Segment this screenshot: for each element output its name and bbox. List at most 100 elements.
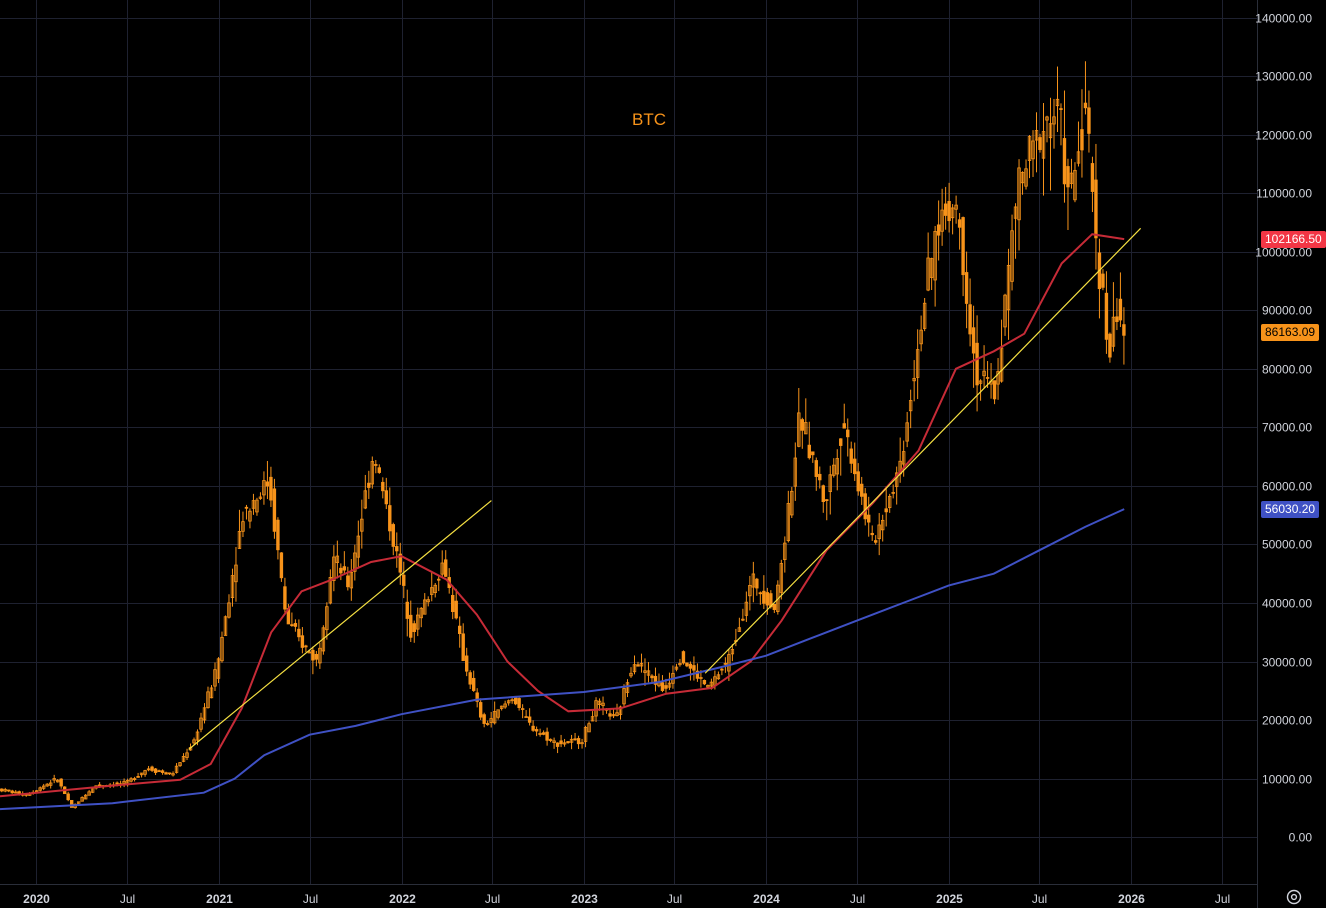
candle	[629, 667, 633, 678]
candle	[139, 772, 144, 778]
candle	[811, 451, 815, 463]
candle	[688, 661, 693, 681]
candle	[849, 441, 853, 473]
candle	[202, 703, 207, 724]
candle	[1010, 214, 1014, 291]
candle	[982, 345, 986, 388]
candle	[1090, 156, 1095, 213]
candle	[370, 456, 375, 489]
candle	[384, 477, 388, 510]
candle	[1052, 99, 1056, 149]
time-tick-label: Jul	[667, 892, 682, 906]
candle	[601, 696, 605, 716]
candle	[569, 734, 574, 750]
candle	[230, 568, 235, 607]
candle	[681, 650, 686, 665]
candle	[356, 520, 361, 569]
candle	[874, 535, 878, 545]
candle	[1094, 143, 1098, 270]
candle	[38, 786, 42, 792]
candle	[926, 232, 930, 292]
candle	[919, 315, 923, 352]
candle	[430, 572, 434, 602]
candle	[227, 594, 231, 619]
candle	[360, 499, 364, 549]
trendline[interactable]	[188, 500, 492, 750]
candle	[996, 358, 1000, 400]
candle	[615, 703, 619, 717]
candle	[692, 656, 696, 681]
price-badge: 86163.09	[1261, 324, 1320, 342]
candle	[87, 789, 91, 796]
candle	[269, 466, 273, 507]
candle	[1059, 103, 1063, 146]
candle	[576, 735, 581, 749]
candle	[293, 619, 298, 632]
candle	[206, 686, 210, 709]
candle	[1087, 90, 1091, 153]
candle	[265, 460, 270, 500]
price-tick-label: 20000.00	[1262, 714, 1312, 728]
candle	[332, 545, 336, 592]
candle	[279, 552, 284, 582]
price-tick-label: 10000.00	[1262, 773, 1312, 787]
price-tick-label: 50000.00	[1262, 538, 1312, 552]
candle	[335, 540, 340, 579]
candle	[1048, 97, 1053, 191]
candle	[723, 657, 728, 673]
time-axis[interactable]: 2020 Jul 2021 Jul 2022 Jul 2023 Jul 2024 Jul 2025 J…	[23, 892, 1230, 906]
candle	[716, 671, 721, 680]
candle	[922, 298, 927, 332]
candle	[790, 486, 794, 519]
candle	[220, 631, 224, 663]
candle	[300, 627, 305, 654]
candle	[297, 619, 301, 642]
candle	[482, 712, 486, 728]
price-tick-label: 140000.00	[1255, 12, 1312, 26]
candle	[1006, 248, 1011, 340]
candle	[954, 195, 958, 224]
candle	[314, 650, 319, 667]
time-tick-label: 2025	[936, 892, 963, 906]
candle	[860, 476, 864, 505]
candle	[419, 607, 423, 628]
candle	[814, 457, 818, 491]
candle	[1108, 332, 1112, 363]
candle	[1055, 66, 1060, 133]
candle	[898, 437, 902, 483]
candle	[828, 465, 832, 515]
candle	[755, 577, 759, 596]
candle	[674, 663, 679, 672]
candle	[66, 791, 70, 802]
price-axis[interactable]: 0.00 10000.00 20000.00 30000.00 40000.00 5000…	[1255, 12, 1312, 845]
candle	[1024, 159, 1028, 190]
time-tick-label: Jul	[485, 892, 500, 906]
candle	[741, 608, 745, 622]
candle	[395, 532, 399, 568]
candle	[880, 514, 885, 542]
candle	[234, 547, 238, 602]
candle	[772, 603, 777, 614]
candle	[737, 617, 742, 632]
candle	[804, 398, 808, 435]
candle	[461, 623, 465, 661]
candle	[181, 753, 186, 763]
candle	[992, 380, 997, 405]
candle	[444, 550, 448, 578]
candle	[622, 684, 626, 707]
candle	[538, 728, 542, 737]
candle	[660, 675, 665, 693]
time-tick-label: Jul	[1215, 892, 1230, 906]
candle	[451, 585, 455, 620]
candle	[440, 550, 444, 578]
settings-gear-icon[interactable]	[1285, 888, 1303, 906]
trendline[interactable]	[704, 227, 1142, 674]
candle	[241, 511, 245, 538]
candle	[164, 771, 168, 775]
price-tick-label: 70000.00	[1262, 421, 1312, 435]
candle	[1034, 112, 1039, 173]
candle	[367, 470, 371, 499]
candle	[971, 305, 976, 388]
candle	[1045, 115, 1049, 143]
